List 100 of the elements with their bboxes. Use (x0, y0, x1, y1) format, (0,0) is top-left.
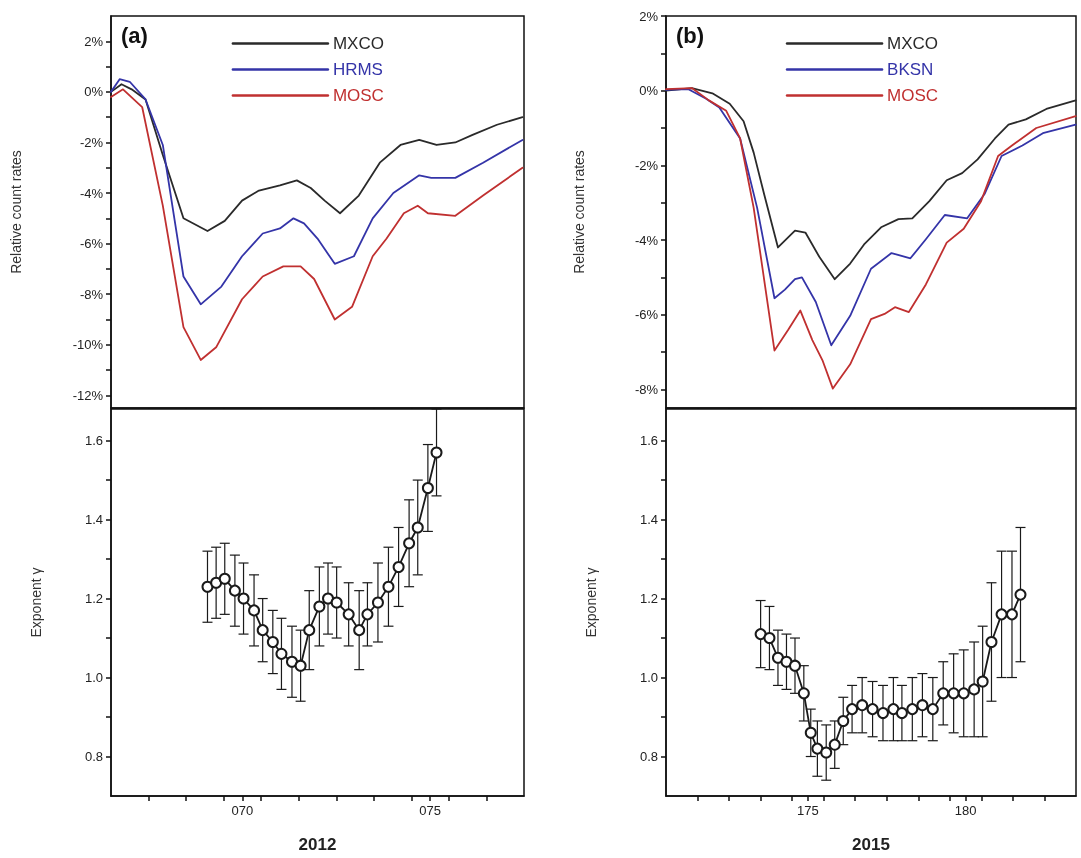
text: MXCO (887, 34, 939, 53)
point (294, 659, 307, 672)
point (957, 687, 970, 700)
point (330, 596, 343, 609)
y-tick-label: 1.6 (639, 433, 658, 449)
line-series (665, 87, 1077, 281)
y-tick-label: 1.4 (84, 512, 103, 528)
line-series (110, 88, 524, 361)
point (846, 703, 859, 716)
point (771, 651, 784, 664)
point (876, 707, 889, 720)
point (995, 608, 1008, 621)
point (968, 683, 981, 696)
point (382, 580, 395, 593)
y-tick-label: -2% (634, 157, 659, 173)
point (887, 703, 900, 716)
point (421, 481, 434, 494)
point (285, 655, 298, 668)
point (763, 632, 776, 645)
y-tick-label: 0% (84, 84, 104, 100)
annotation: (b) (676, 22, 705, 48)
line-series (110, 78, 524, 306)
y-tick-label: 0.8 (639, 749, 658, 765)
point (237, 592, 250, 605)
text: BKSN (887, 60, 934, 79)
x-tick-label: 075 (419, 803, 441, 818)
y-tick-label: -8% (79, 286, 104, 302)
y-tick-label: 1.4 (639, 512, 658, 528)
point (411, 521, 424, 534)
point (985, 635, 998, 648)
point (303, 624, 316, 637)
point (353, 624, 366, 637)
y-axis-title: Relative count rates (571, 150, 587, 274)
x-axis-title: 2015 (852, 835, 890, 854)
point (937, 687, 950, 700)
y-tick-label: 1.0 (84, 670, 103, 686)
point (895, 707, 908, 720)
point (866, 703, 879, 716)
point (361, 608, 374, 621)
point (916, 699, 929, 712)
point (1005, 608, 1018, 621)
y-tick-label: 0% (639, 83, 659, 99)
point (266, 635, 279, 648)
point (811, 742, 824, 755)
line-series (110, 83, 524, 232)
point (228, 584, 241, 597)
point (403, 537, 416, 550)
point (780, 655, 793, 668)
y-tick-label: -8% (634, 381, 659, 397)
y-tick-label: 1.2 (639, 591, 658, 607)
point (856, 699, 869, 712)
y-tick-label: -10% (72, 337, 104, 353)
point (1014, 588, 1027, 601)
point (976, 675, 989, 688)
point (313, 600, 326, 613)
x-tick-label: 070 (231, 803, 254, 818)
y-axis-title: Exponent γ (28, 567, 44, 638)
text: HRMS (332, 60, 383, 79)
point (322, 592, 335, 605)
point (797, 687, 810, 700)
point (392, 560, 405, 573)
point (947, 687, 960, 700)
y-axis-title: Relative count rates (8, 150, 24, 274)
y-tick-label: 2% (639, 8, 659, 24)
text: MOSC (332, 86, 384, 105)
y-tick-label: -4% (634, 232, 659, 248)
y-tick-label: -2% (79, 134, 104, 150)
y-axis-title: Exponent γ (583, 567, 599, 638)
y-tick-label: 1.6 (84, 433, 103, 449)
point (837, 714, 850, 727)
point (789, 659, 801, 672)
x-tick-label: 180 (954, 803, 977, 818)
point (430, 446, 443, 459)
annotation: (a) (121, 22, 148, 48)
point (275, 647, 288, 660)
y-tick-label: -12% (72, 387, 104, 403)
y-tick-label: 2% (84, 33, 104, 49)
x-axis-title: 2012 (298, 835, 337, 854)
y-tick-label: -6% (634, 307, 659, 323)
point (256, 624, 269, 637)
point (906, 703, 919, 716)
point (828, 738, 841, 751)
point (754, 628, 767, 641)
point (218, 572, 231, 585)
x-tick-label: 175 (797, 803, 819, 818)
point (804, 726, 817, 739)
point (342, 608, 355, 621)
y-tick-label: 1.2 (84, 591, 103, 607)
y-tick-label: 0.8 (84, 749, 103, 765)
point (210, 576, 223, 589)
text: MOSC (887, 86, 939, 105)
y-tick-label: 1.0 (639, 670, 658, 686)
point (201, 580, 214, 593)
point (371, 596, 384, 609)
point (926, 703, 939, 716)
y-tick-label: -6% (79, 236, 104, 252)
y-tick-label: -4% (79, 185, 104, 201)
point (820, 746, 833, 759)
point (248, 604, 261, 617)
text: MXCO (332, 34, 384, 53)
